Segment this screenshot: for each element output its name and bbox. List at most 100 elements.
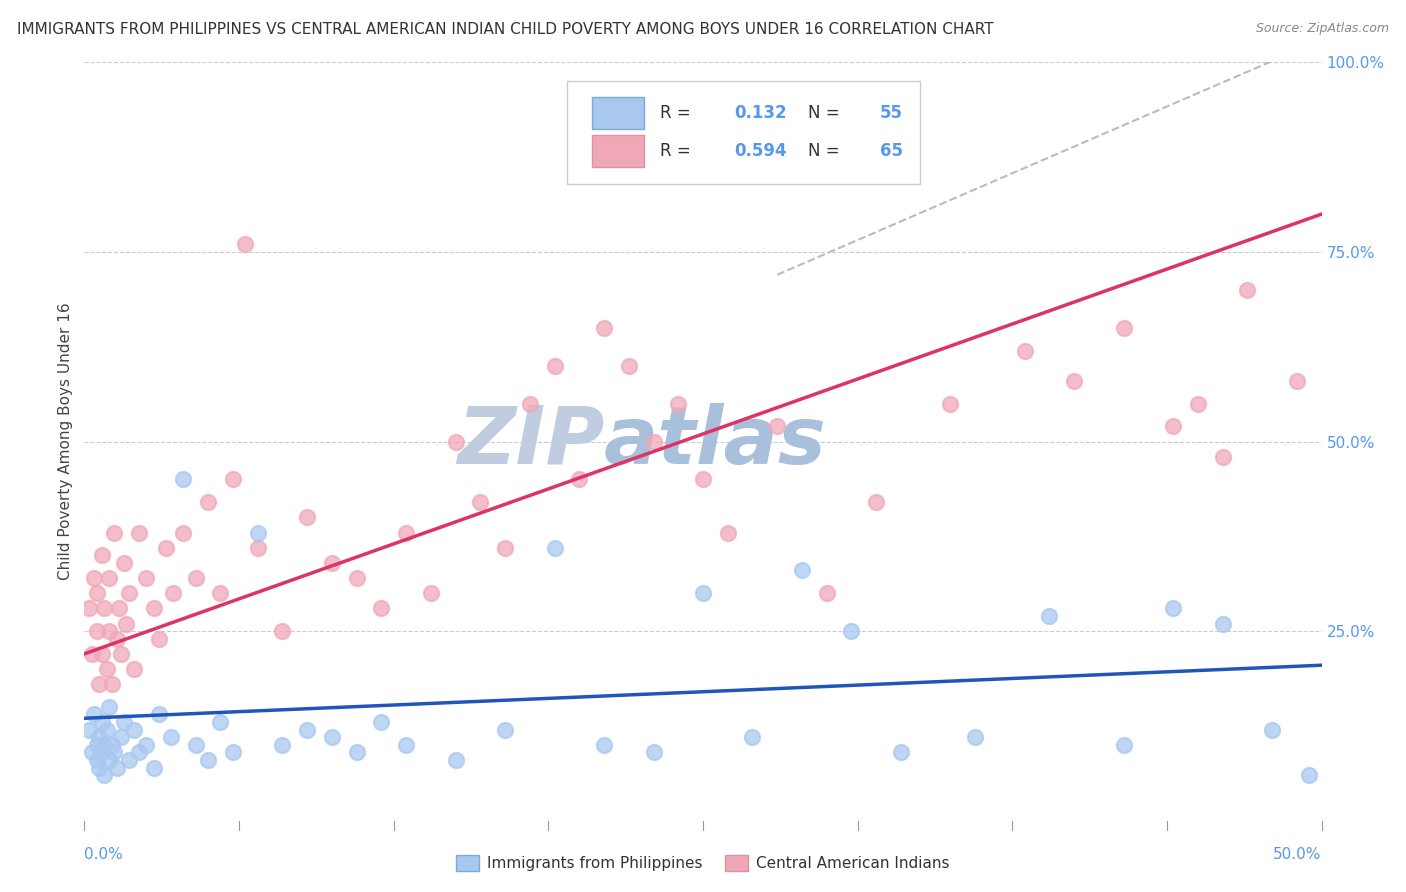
Point bbox=[100, 677, 122, 691]
Point bbox=[112, 556, 135, 570]
Point bbox=[519, 396, 541, 410]
FancyBboxPatch shape bbox=[592, 97, 644, 129]
Point bbox=[184, 571, 207, 585]
Point bbox=[1212, 450, 1234, 464]
Point bbox=[122, 662, 145, 676]
Point bbox=[617, 359, 640, 373]
Point bbox=[643, 434, 665, 449]
Point bbox=[246, 541, 269, 555]
Point bbox=[494, 541, 516, 555]
Point bbox=[142, 760, 165, 774]
Point bbox=[470, 495, 492, 509]
Point bbox=[90, 746, 112, 760]
Point bbox=[110, 647, 132, 661]
Point bbox=[89, 730, 111, 744]
Point bbox=[103, 525, 125, 540]
Legend: Immigrants from Philippines, Central American Indians: Immigrants from Philippines, Central Ame… bbox=[450, 849, 956, 878]
Point bbox=[98, 624, 121, 639]
Point bbox=[271, 738, 294, 752]
Text: N =: N = bbox=[808, 104, 845, 122]
Point bbox=[1212, 616, 1234, 631]
Point bbox=[90, 548, 112, 563]
Point bbox=[1187, 396, 1209, 410]
Point bbox=[105, 760, 128, 774]
Point bbox=[271, 624, 294, 639]
Point bbox=[96, 662, 118, 676]
Point bbox=[108, 601, 131, 615]
Point bbox=[197, 753, 219, 767]
Point bbox=[790, 564, 813, 578]
Point bbox=[86, 586, 108, 600]
Point bbox=[93, 768, 115, 782]
Point bbox=[815, 586, 838, 600]
Point bbox=[90, 715, 112, 730]
Point bbox=[1236, 283, 1258, 297]
Point bbox=[741, 730, 763, 744]
Point bbox=[98, 753, 121, 767]
Point bbox=[1298, 768, 1320, 782]
Point bbox=[93, 601, 115, 615]
Text: 0.594: 0.594 bbox=[734, 142, 786, 161]
Point bbox=[83, 571, 105, 585]
Point bbox=[346, 571, 368, 585]
Point bbox=[118, 753, 141, 767]
Point bbox=[643, 746, 665, 760]
Point bbox=[83, 707, 105, 722]
Point bbox=[1161, 601, 1184, 615]
Point bbox=[593, 738, 616, 752]
Point bbox=[295, 510, 318, 524]
Point bbox=[692, 473, 714, 487]
Text: IMMIGRANTS FROM PHILIPPINES VS CENTRAL AMERICAN INDIAN CHILD POVERTY AMONG BOYS : IMMIGRANTS FROM PHILIPPINES VS CENTRAL A… bbox=[17, 22, 994, 37]
Point bbox=[543, 359, 565, 373]
FancyBboxPatch shape bbox=[592, 136, 644, 167]
Point bbox=[110, 730, 132, 744]
Point bbox=[172, 525, 194, 540]
Point bbox=[494, 723, 516, 737]
Point bbox=[89, 760, 111, 774]
Text: 0.132: 0.132 bbox=[734, 104, 786, 122]
Point bbox=[321, 730, 343, 744]
Point bbox=[1161, 419, 1184, 434]
Point bbox=[222, 473, 245, 487]
Point bbox=[197, 495, 219, 509]
Point bbox=[370, 715, 392, 730]
Text: 50.0%: 50.0% bbox=[1274, 847, 1322, 862]
Point bbox=[939, 396, 962, 410]
Point bbox=[90, 647, 112, 661]
Point bbox=[118, 586, 141, 600]
Point bbox=[766, 419, 789, 434]
Point bbox=[543, 541, 565, 555]
Point bbox=[1112, 320, 1135, 334]
Point bbox=[444, 434, 467, 449]
Point bbox=[1014, 343, 1036, 358]
Point bbox=[1038, 608, 1060, 623]
Text: R =: R = bbox=[659, 142, 696, 161]
Point bbox=[395, 525, 418, 540]
Point bbox=[1285, 374, 1308, 388]
Y-axis label: Child Poverty Among Boys Under 16: Child Poverty Among Boys Under 16 bbox=[58, 302, 73, 581]
Point bbox=[233, 237, 256, 252]
Point bbox=[568, 473, 591, 487]
Text: R =: R = bbox=[659, 104, 696, 122]
Point bbox=[128, 525, 150, 540]
Text: ZIP: ZIP bbox=[457, 402, 605, 481]
Point bbox=[93, 738, 115, 752]
Point bbox=[148, 632, 170, 646]
Point bbox=[148, 707, 170, 722]
Point bbox=[79, 601, 101, 615]
Point bbox=[79, 723, 101, 737]
Point bbox=[370, 601, 392, 615]
Point bbox=[80, 647, 103, 661]
Point bbox=[122, 723, 145, 737]
Point bbox=[112, 715, 135, 730]
Point bbox=[717, 525, 740, 540]
Point bbox=[346, 746, 368, 760]
Text: 0.0%: 0.0% bbox=[84, 847, 124, 862]
Point bbox=[246, 525, 269, 540]
Point bbox=[209, 715, 232, 730]
Point bbox=[115, 616, 138, 631]
Point bbox=[135, 738, 157, 752]
Point bbox=[135, 571, 157, 585]
Point bbox=[100, 738, 122, 752]
Point bbox=[162, 586, 184, 600]
